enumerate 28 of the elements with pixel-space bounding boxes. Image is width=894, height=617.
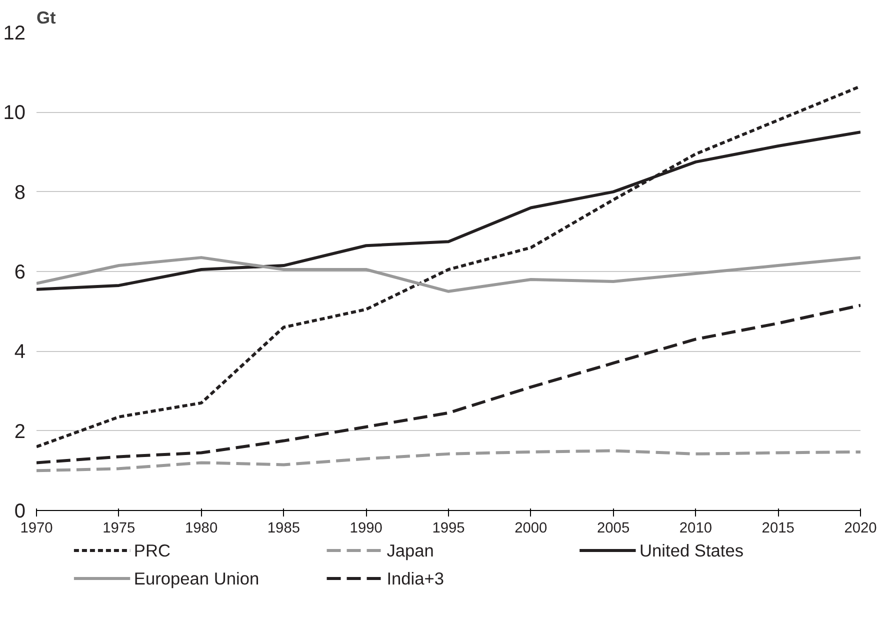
x-tick-label: 1970 [20, 520, 53, 536]
y-tick-label: 8 [14, 182, 26, 204]
x-tick-label: 1985 [267, 520, 300, 536]
x-tick-label: 2020 [844, 520, 877, 536]
legend-label: India+3 [386, 568, 444, 588]
y-axis-title: Gt [36, 8, 56, 28]
x-tick-label: 1980 [185, 520, 218, 536]
legend-label: European Union [134, 568, 260, 588]
x-tick-label: 1995 [432, 520, 465, 536]
x-tick-label: 2015 [762, 520, 794, 536]
line-series [36, 304, 860, 464]
y-tick-label: 4 [14, 341, 26, 364]
y-tick-label: 2 [14, 420, 26, 443]
line-series [36, 256, 860, 293]
x-tick-label: 2005 [597, 520, 630, 536]
y-tick-label: 12 [3, 22, 26, 44]
legend-label: United States [640, 540, 744, 560]
line-series [36, 449, 860, 472]
legend-label: Japan [386, 540, 434, 560]
x-tick-label: 2010 [679, 520, 712, 536]
line-series [36, 84, 860, 448]
y-tick-label: 10 [3, 102, 26, 124]
x-tick-label: 1975 [102, 520, 136, 536]
x-tick-label: 1990 [350, 520, 382, 536]
x-tick-label: 2000 [514, 520, 548, 536]
y-tick-label: 0 [14, 500, 26, 522]
legend-label: PRC [134, 540, 170, 560]
y-tick-label: 6 [14, 262, 26, 284]
